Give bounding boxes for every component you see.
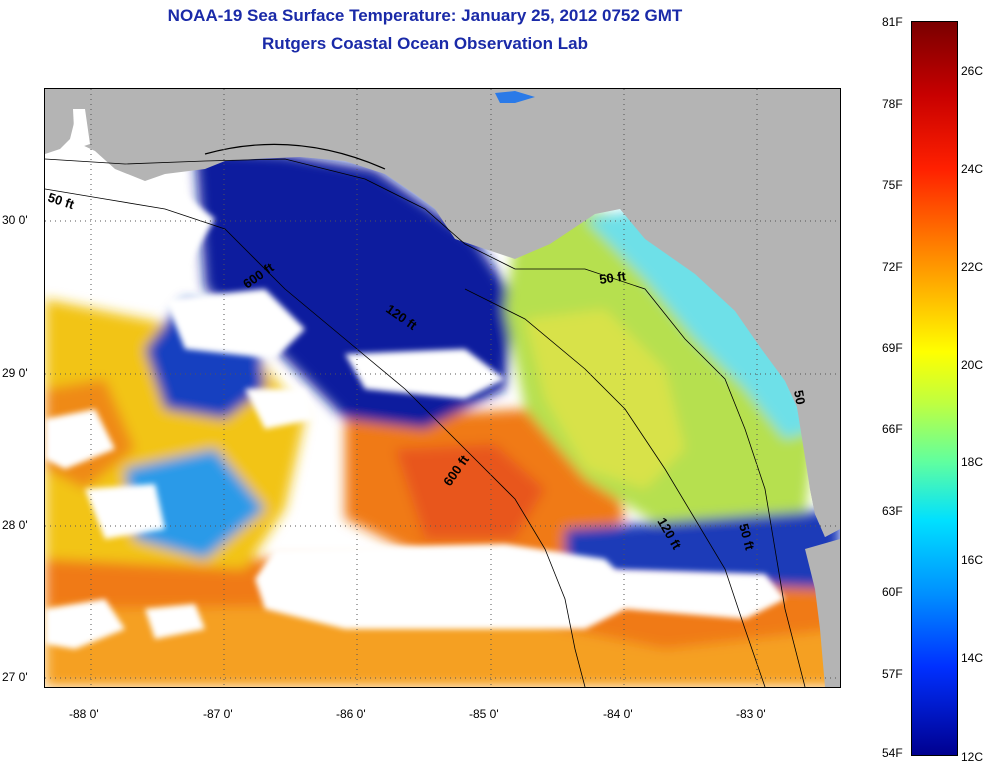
sst-map: 50 ft 600 ft 120 ft 600 ft 50 ft 120 ft … <box>44 88 841 688</box>
colorbar-f-label: 60F <box>882 585 903 599</box>
map-title: NOAA-19 Sea Surface Temperature: January… <box>167 6 683 25</box>
colorbar-c-label: 22C <box>961 260 984 274</box>
contour-label: 50 ft <box>736 522 758 552</box>
longitude-label: -84 0' <box>603 707 633 721</box>
contour-label: 50 ft <box>598 268 627 287</box>
colorbar-f-label: 63F <box>882 504 903 518</box>
colorbar-f-label: 72F <box>882 260 903 274</box>
colorbar-f-label: 54F <box>882 746 903 760</box>
temperature-colorbar <box>911 21 958 756</box>
contour-label: 50 <box>791 389 808 406</box>
map-subtitle: Rutgers Coastal Ocean Observation Lab <box>262 34 588 53</box>
colorbar-f-label: 66F <box>882 422 903 436</box>
colorbar-f-label: 57F <box>882 667 903 681</box>
longitude-label: -85 0' <box>469 707 499 721</box>
colorbar-f-label: 75F <box>882 178 903 192</box>
sst-map-canvas: 50 ft 600 ft 120 ft 600 ft 50 ft 120 ft … <box>45 89 840 687</box>
colorbar-c-label: 12C <box>961 750 984 764</box>
colorbar-f-label: 81F <box>882 15 903 29</box>
colorbar-f-label: 69F <box>882 341 903 355</box>
longitude-label: -88 0' <box>69 707 99 721</box>
longitude-label: -87 0' <box>203 707 233 721</box>
colorbar-c-label: 14C <box>961 651 984 665</box>
colorbar-f-label: 78F <box>882 97 903 111</box>
land-mass <box>45 89 840 537</box>
cloud-cover <box>45 179 785 649</box>
latitude-label: 28 0' <box>2 518 28 532</box>
latitude-label: 30 0' <box>2 213 28 227</box>
latitude-label: 29 0' <box>2 366 28 380</box>
longitude-label: -86 0' <box>336 707 366 721</box>
latitude-label: 27 0' <box>2 670 28 684</box>
colorbar-c-label: 16C <box>961 553 984 567</box>
longitude-label: -83 0' <box>736 707 766 721</box>
colorbar-c-label: 24C <box>961 162 984 176</box>
colorbar-c-label: 20C <box>961 358 984 372</box>
colorbar-c-label: 26C <box>961 64 984 78</box>
colorbar-c-label: 18C <box>961 455 984 469</box>
